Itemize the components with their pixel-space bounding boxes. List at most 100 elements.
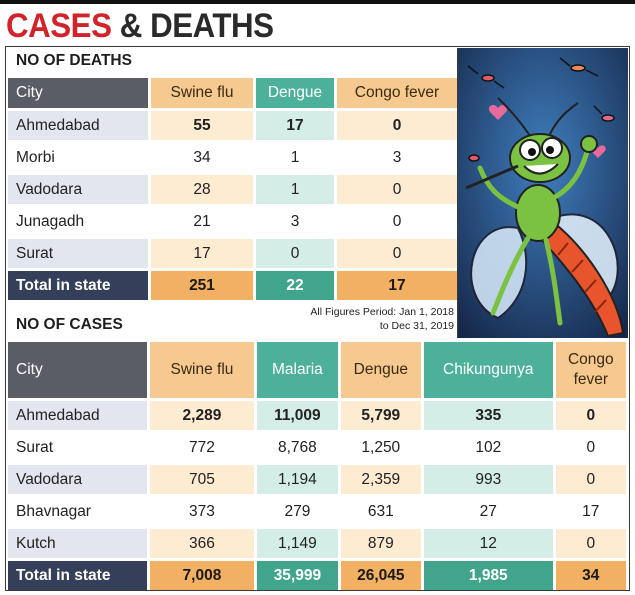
table-row: Ahmedabad 2,289 11,009 5,799 335 0 [8,401,626,430]
table-row: Bhavnagar 373 279 631 27 17 [8,497,626,526]
abdomen-shape [538,216,625,338]
cases-header-row: City Swine flu Malaria Dengue Chikunguny… [8,342,626,398]
col-header-city: City [8,78,148,108]
deaths-table: City Swine flu Dengue Congo fever Ahmeda… [5,75,460,303]
dengue-cell: 1 [256,175,334,204]
total-label: Total in state [8,561,147,590]
total-row: Total in state 7,008 35,999 26,045 1,985… [8,561,626,590]
total-dengue: 22 [256,271,334,300]
deaths-header-row: City Swine flu Dengue Congo fever [8,78,457,108]
col-header-chikungunya: Chikungunya [423,342,553,398]
swine-flu-cell: 705 [149,465,255,494]
top-rule [0,0,635,4]
swine-flu-cell: 366 [149,529,255,558]
city-cell: Morbi [8,143,148,172]
congo-fever-cell: 0 [555,433,626,462]
small-mosquito-icon [467,57,615,162]
city-cell: Bhavnagar [8,497,147,526]
congo-fever-cell: 0 [555,401,626,430]
cases-table: City Swine flu Malaria Dengue Chikunguny… [5,339,629,593]
dengue-cell: 17 [256,111,334,140]
swine-flu-cell: 28 [151,175,253,204]
total-chikungunya: 1,985 [423,561,553,590]
congo-fever-cell: 0 [337,207,457,236]
dengue-cell: 1,250 [340,433,421,462]
headline: CASES & DEATHS [6,6,274,46]
malaria-cell: 8,768 [257,433,338,462]
congo-fever-cell: 0 [555,465,626,494]
congo-fever-cell: 0 [337,111,457,140]
col-header-city: City [8,342,147,398]
swine-flu-cell: 2,289 [149,401,255,430]
table-row: Surat 772 8,768 1,250 102 0 [8,433,626,462]
dengue-cell: 2,359 [340,465,421,494]
swine-flu-cell: 34 [151,143,253,172]
chikungunya-cell: 12 [423,529,553,558]
col-header-congo-fever: Congo fever [337,78,457,108]
col-header-swine-flu: Swine flu [151,78,253,108]
city-cell: Vadodara [8,465,147,494]
city-cell: Surat [8,239,148,268]
table-row: Junagadh 21 3 0 [8,207,457,236]
total-dengue: 26,045 [340,561,421,590]
malaria-cell: 279 [257,497,338,526]
malaria-cell: 11,009 [257,401,338,430]
cartoon-mosquito-illustration [457,48,628,338]
total-swine-flu: 7,008 [149,561,255,590]
period-note: All Figures Period: Jan 1, 2018 to Dec 3… [310,306,454,332]
col-header-swine-flu: Swine flu [149,342,255,398]
chikungunya-cell: 27 [423,497,553,526]
mosquito-svg [458,48,628,338]
congo-fever-cell: 0 [555,529,626,558]
table-row: Morbi 34 1 3 [8,143,457,172]
table-row: Kutch 366 1,149 879 12 0 [8,529,626,558]
congo-fever-cell: 0 [337,239,457,268]
swine-flu-cell: 55 [151,111,253,140]
col-header-congo-fever: Congo fever [555,342,626,398]
swine-flu-cell: 772 [149,433,255,462]
city-cell: Kutch [8,529,147,558]
dengue-cell: 879 [340,529,421,558]
proboscis-shape [465,164,519,190]
col-header-dengue: Dengue [340,342,421,398]
table-row: Vadodara 705 1,194 2,359 993 0 [8,465,626,494]
dengue-cell: 0 [256,239,334,268]
swine-flu-cell: 17 [151,239,253,268]
city-cell: Vadodara [8,175,148,204]
city-cell: Surat [8,433,147,462]
col-header-dengue: Dengue [256,78,334,108]
city-cell: Junagadh [8,207,148,236]
swine-flu-cell: 21 [151,207,253,236]
chikungunya-cell: 993 [423,465,553,494]
congo-fever-cell: 3 [337,143,457,172]
dengue-cell: 1 [256,143,334,172]
total-malaria: 35,999 [257,561,338,590]
congo-fever-cell: 0 [337,175,457,204]
malaria-cell: 1,194 [257,465,338,494]
city-cell: Ahmedabad [8,401,147,430]
total-row: Total in state 251 22 17 [8,271,457,300]
head-shape [509,133,571,183]
cases-section-title: NO OF CASES [16,316,123,333]
table-row: Vadodara 28 1 0 [8,175,457,204]
total-label: Total in state [8,271,148,300]
deaths-section-title: NO OF DEATHS [16,52,132,69]
dengue-cell: 5,799 [340,401,421,430]
congo-fever-cell: 17 [555,497,626,526]
swine-flu-cell: 373 [149,497,255,526]
col-header-malaria: Malaria [257,342,338,398]
table-row: Ahmedabad 55 17 0 [8,111,457,140]
table-row: Surat 17 0 0 [8,239,457,268]
total-congo-fever: 34 [555,561,626,590]
total-congo-fever: 17 [337,271,457,300]
city-cell: Ahmedabad [8,111,148,140]
total-swine-flu: 251 [151,271,253,300]
chikungunya-cell: 335 [423,401,553,430]
chikungunya-cell: 102 [423,433,553,462]
body-shape [515,184,561,242]
dengue-cell: 3 [256,207,334,236]
headline-cases: CASES [6,7,112,45]
malaria-cell: 1,149 [257,529,338,558]
dengue-cell: 631 [340,497,421,526]
legs-shape [477,145,591,326]
